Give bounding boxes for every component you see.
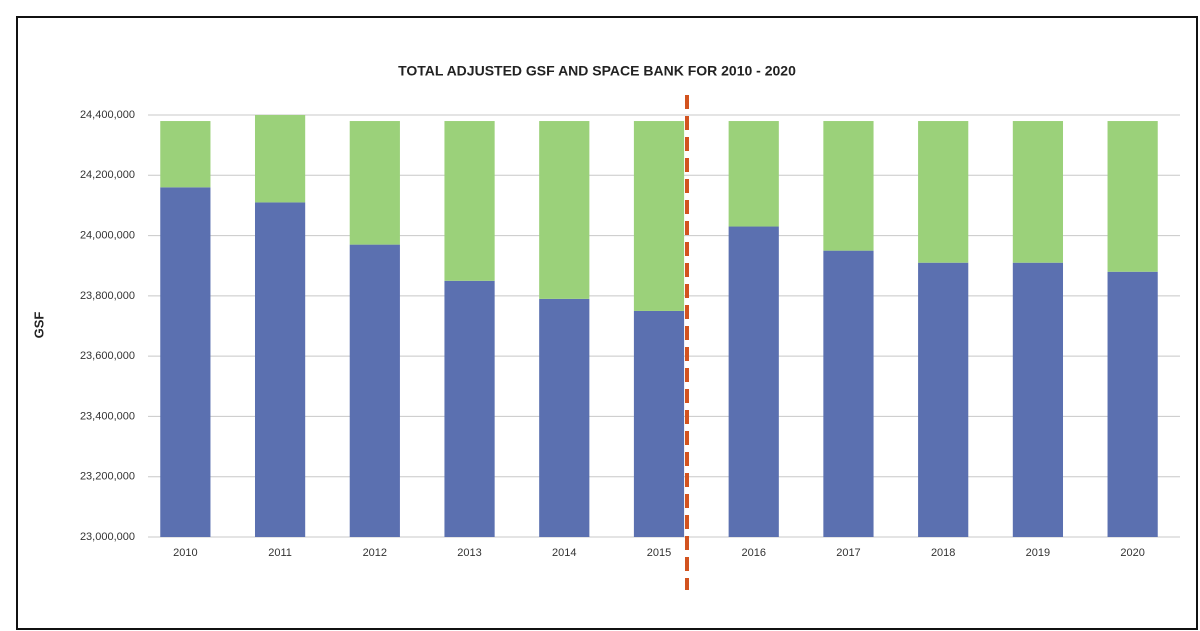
y-tick-label: 23,400,000 (80, 410, 135, 422)
y-tick-label: 24,400,000 (80, 109, 135, 121)
bar-segment (160, 121, 211, 188)
y-tick-label: 24,200,000 (80, 169, 135, 181)
x-tick-label: 2012 (363, 547, 387, 559)
bar-segment (254, 202, 306, 537)
y-tick-label: 23,600,000 (80, 350, 135, 362)
bar-segment (1107, 121, 1158, 272)
x-tick-label: 2018 (931, 547, 955, 559)
x-tick-label: 2015 (647, 547, 671, 559)
chart-title: TOTAL ADJUSTED GSF AND SPACE BANK FOR 20… (398, 63, 796, 79)
x-tick-label: 2013 (457, 547, 481, 559)
bar-segment (539, 121, 590, 299)
bar-segment (1012, 262, 1064, 537)
x-tick-label: 2014 (552, 547, 576, 559)
bar-segment (160, 187, 211, 538)
bar-segment (444, 121, 495, 281)
x-tick-label: 2019 (1026, 547, 1050, 559)
bar-segment (444, 280, 495, 537)
bar-segment (539, 298, 590, 537)
x-tick-label: 2017 (836, 547, 860, 559)
bar-segment (349, 244, 400, 537)
bar-segment (728, 121, 779, 227)
y-axis-title: GSF (31, 312, 46, 339)
bar-segment (1012, 121, 1064, 263)
bar-segment (349, 121, 400, 245)
x-tick-label: 2011 (268, 547, 292, 559)
y-tick-label: 23,000,000 (80, 531, 135, 543)
bar-segment (633, 310, 685, 537)
bar-segment (728, 226, 779, 537)
y-tick-label: 23,800,000 (80, 290, 135, 302)
x-tick-label: 2016 (741, 547, 765, 559)
x-tick-label: 2010 (173, 547, 197, 559)
bar-segment (1107, 271, 1158, 537)
y-tick-label: 23,200,000 (80, 471, 135, 483)
bar-segment (633, 121, 685, 311)
bars (160, 115, 1158, 538)
bar-segment (823, 250, 874, 537)
bar-segment (918, 262, 969, 537)
bar-segment (918, 121, 969, 263)
x-tick-label: 2020 (1120, 547, 1144, 559)
bar-segment (823, 121, 874, 251)
bar-segment (254, 115, 306, 203)
frame (16, 16, 1198, 630)
y-tick-label: 24,000,000 (80, 229, 135, 241)
